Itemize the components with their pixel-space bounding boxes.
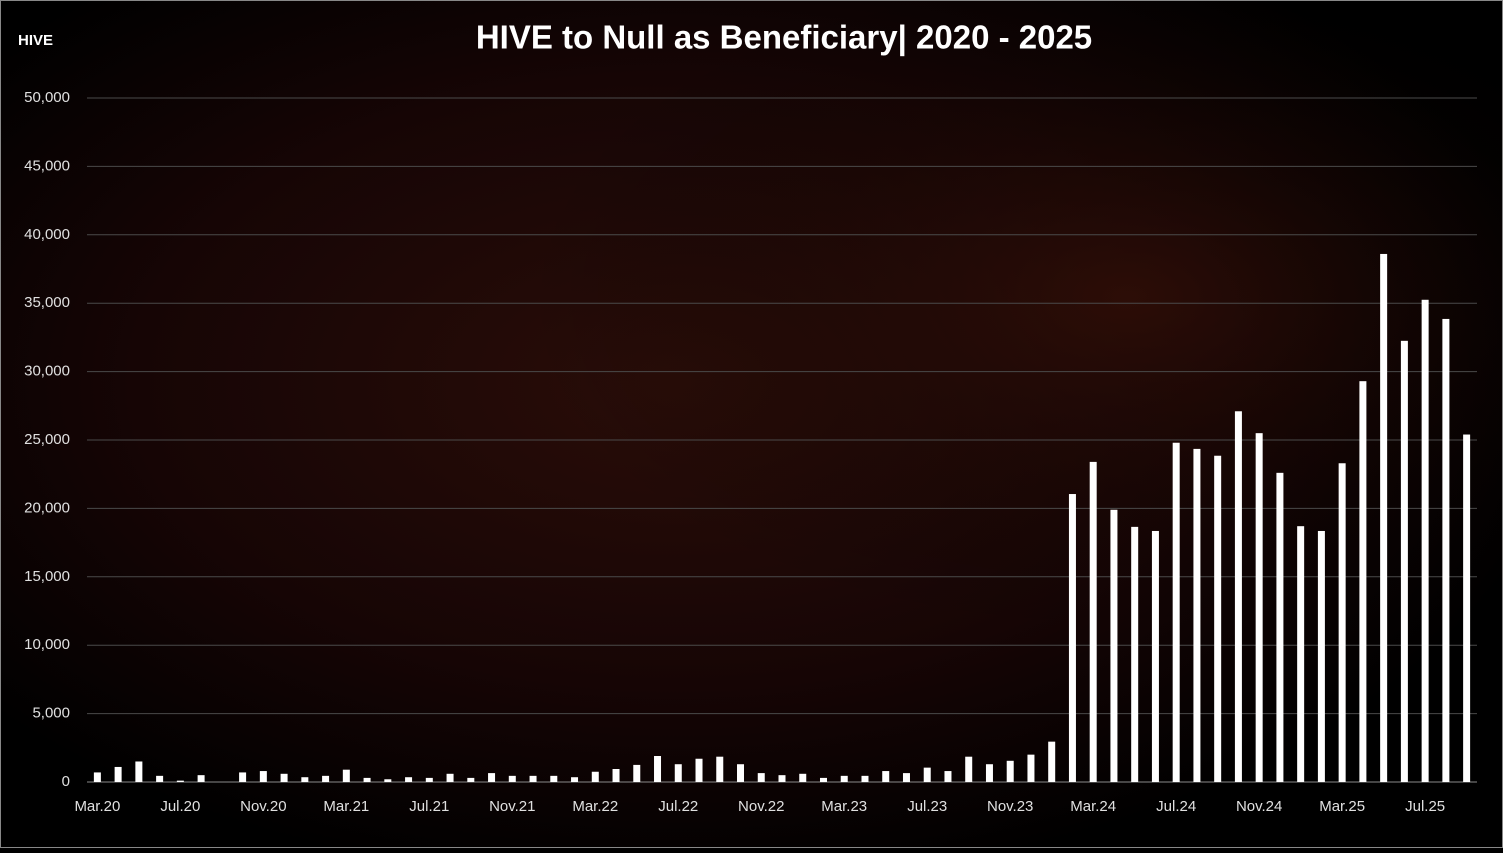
- bar: [405, 777, 413, 782]
- x-tick-label: Jul.21: [409, 798, 449, 815]
- bar: [93, 772, 101, 782]
- x-tick-label: Mar.20: [74, 798, 120, 815]
- y-tick-label: 0: [62, 773, 70, 790]
- x-tick-label: Jul.20: [160, 798, 200, 815]
- x-tick-label: Nov.21: [489, 798, 535, 815]
- x-tick-label: Mar.21: [323, 798, 369, 815]
- bar: [322, 775, 330, 782]
- y-tick-label: 25,000: [24, 431, 70, 448]
- bar: [280, 773, 288, 782]
- bar: [737, 764, 745, 782]
- bar: [1442, 318, 1450, 782]
- bar: [840, 775, 848, 782]
- bar: [1068, 494, 1076, 782]
- chart-title: HIVE to Null as Beneficiary| 2020 - 2025: [476, 19, 1092, 56]
- bar: [1276, 472, 1284, 782]
- bar: [1463, 434, 1471, 782]
- x-tick-label: Jul.24: [1156, 798, 1196, 815]
- bar: [612, 769, 620, 782]
- bar: [985, 764, 993, 782]
- bar: [384, 779, 392, 782]
- y-tick-label: 10,000: [24, 636, 70, 653]
- y-axis-label: HIVE: [18, 32, 53, 49]
- bar: [923, 767, 931, 782]
- bar: [135, 761, 143, 782]
- bar: [716, 756, 724, 782]
- x-tick-label: Nov.23: [987, 798, 1033, 815]
- bar: [1193, 448, 1201, 782]
- x-tick-label: Mar.25: [1319, 798, 1365, 815]
- y-tick-label: 35,000: [24, 294, 70, 311]
- bar: [1214, 455, 1222, 782]
- bar: [342, 769, 350, 782]
- x-tick-label: Nov.24: [1236, 798, 1282, 815]
- x-tick-label: Nov.20: [240, 798, 286, 815]
- bar: [695, 758, 703, 782]
- x-tick-label: Jul.22: [658, 798, 698, 815]
- bar: [1255, 433, 1263, 782]
- bar: [799, 773, 807, 782]
- bar: [654, 756, 662, 782]
- bar: [1110, 509, 1118, 782]
- bar: [965, 756, 973, 782]
- bar: [467, 777, 475, 782]
- bar: [778, 775, 786, 782]
- y-tick-label: 5,000: [32, 705, 70, 722]
- x-tick-label: Jul.23: [907, 798, 947, 815]
- bar: [1359, 381, 1367, 782]
- bar: [1400, 340, 1408, 782]
- bar: [861, 775, 869, 782]
- bar: [674, 764, 682, 782]
- bar: [114, 766, 122, 782]
- bar: [944, 771, 952, 782]
- bar: [1089, 461, 1097, 782]
- y-tick-label: 20,000: [24, 499, 70, 516]
- bar: [882, 771, 890, 782]
- bar: [902, 773, 910, 782]
- x-tick-label: Mar.22: [572, 798, 618, 815]
- bar: [1234, 411, 1242, 782]
- y-tick-label: 30,000: [24, 363, 70, 380]
- bar: [1338, 463, 1346, 782]
- x-tick-label: Jul.25: [1405, 798, 1445, 815]
- bar: [529, 775, 537, 782]
- bar: [1151, 530, 1159, 782]
- bar: [571, 777, 579, 782]
- bar: [819, 777, 827, 782]
- y-tick-label: 15,000: [24, 568, 70, 585]
- bar: [757, 773, 765, 782]
- bar: [1380, 253, 1388, 782]
- bar: [508, 775, 516, 782]
- bar: [1317, 530, 1325, 782]
- bar: [197, 775, 205, 782]
- bar: [1421, 299, 1429, 782]
- bar: [1048, 741, 1056, 782]
- bar: [425, 777, 433, 782]
- y-tick-label: 40,000: [24, 226, 70, 243]
- bar: [239, 772, 247, 782]
- bar: [591, 771, 599, 782]
- bar: [488, 773, 496, 782]
- x-tick-label: Mar.23: [821, 798, 867, 815]
- bar: [363, 777, 371, 782]
- x-tick-label: Nov.22: [738, 798, 784, 815]
- bar: [301, 777, 309, 782]
- y-tick-label: 45,000: [24, 157, 70, 174]
- bar: [176, 780, 184, 782]
- bar: [1172, 442, 1180, 782]
- bar: [156, 775, 164, 782]
- bar: [259, 771, 267, 782]
- bar: [550, 775, 558, 782]
- bar: [1027, 754, 1035, 782]
- bar: [633, 764, 641, 782]
- bar: [1006, 760, 1014, 782]
- y-tick-label: 50,000: [24, 89, 70, 106]
- bar: [1297, 526, 1305, 782]
- bar: [1131, 526, 1139, 782]
- x-tick-label: Mar.24: [1070, 798, 1116, 815]
- bar: [446, 773, 454, 782]
